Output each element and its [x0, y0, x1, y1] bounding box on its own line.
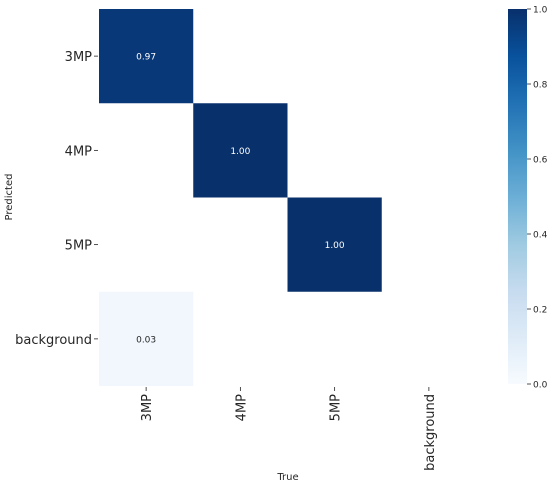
- colorbar: [508, 9, 527, 384]
- y-tick-label: 4MP: [65, 144, 92, 159]
- y-axis: 3MP 4MP 5MP background: [15, 50, 98, 348]
- heatmap-cell: [99, 291, 194, 386]
- y-tick-label: 3MP: [65, 50, 92, 65]
- heatmap-cell: [99, 9, 194, 104]
- cell-value-label: 0.97: [136, 53, 156, 63]
- colorbar-ticks: 0.0 0.2 0.4 0.6 0.8 1.0: [527, 6, 548, 391]
- heatmap-cells: [99, 9, 382, 386]
- y-axis-label: Predicted: [4, 174, 15, 221]
- colorbar-tick-label: 0.4: [533, 231, 548, 241]
- cell-value-label: 1.00: [230, 147, 250, 157]
- colorbar-tick-label: 0.0: [533, 381, 548, 391]
- heatmap-value-labels: 0.97 1.00 1.00 0.03: [136, 53, 345, 346]
- x-tick-label: 5MP: [329, 394, 344, 421]
- y-tick-label: 5MP: [65, 239, 92, 254]
- heatmap-cell: [287, 197, 382, 292]
- y-tick-label: background: [15, 333, 92, 348]
- colorbar-tick-label: 0.6: [533, 156, 548, 166]
- colorbar-tick-label: 1.0: [533, 6, 548, 16]
- colorbar-tick-label: 0.2: [533, 306, 547, 316]
- x-axis-label: True: [276, 472, 298, 483]
- x-tick-label: 4MP: [234, 394, 249, 421]
- x-tick-label: background: [423, 394, 438, 471]
- cell-value-label: 0.03: [136, 335, 156, 345]
- heatmap-cell: [193, 103, 288, 198]
- cell-value-label: 1.00: [325, 241, 345, 251]
- colorbar-tick-label: 0.8: [533, 81, 548, 91]
- x-tick-label: 3MP: [140, 394, 155, 421]
- x-axis: 3MP 4MP 5MP background: [140, 387, 438, 471]
